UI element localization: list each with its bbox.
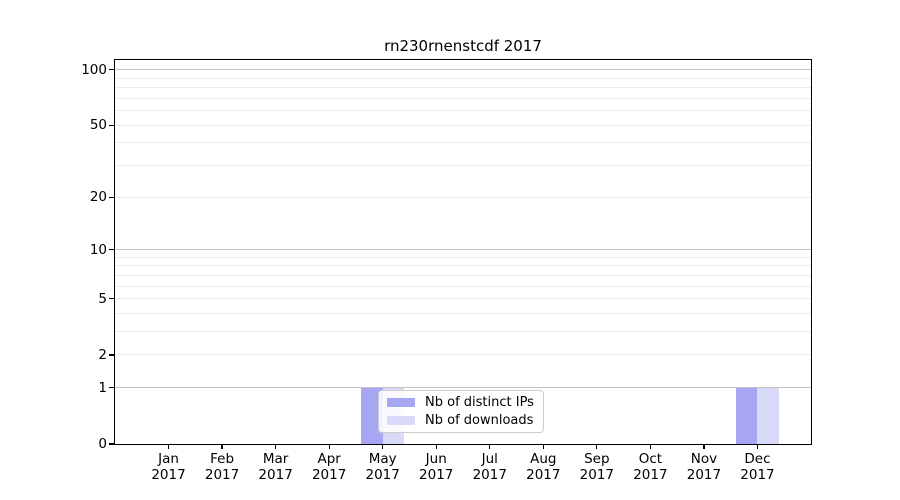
x-tick-label-year: 2017	[151, 467, 186, 483]
y-tick-label: 0	[98, 436, 107, 452]
y-tick-label: 2	[98, 346, 107, 363]
legend-swatch-downloads	[387, 416, 415, 425]
x-tick-label-year: 2017	[311, 467, 347, 483]
x-tick-label: May 2017	[351, 451, 415, 483]
y-tick-label: 50	[89, 117, 107, 134]
x-tick-label: Dec 2017	[725, 451, 789, 483]
legend-label-downloads: Nb of downloads	[425, 413, 534, 428]
legend-swatch-distinct-ips	[387, 398, 415, 407]
x-tick-label-year: 2017	[633, 467, 668, 483]
x-tick-label: Feb 2017	[190, 451, 254, 483]
legend-item-distinct-ips: Nb of distinct IPs	[387, 395, 543, 410]
plot-area	[114, 59, 812, 445]
x-tick-label: Oct 2017	[618, 451, 682, 483]
y-tick-label: 20	[89, 189, 107, 206]
x-tick-label: Jan 2017	[137, 451, 201, 483]
x-tick-label: Aug 2017	[511, 451, 575, 483]
x-tick-label: Nov 2017	[672, 451, 736, 483]
chart-title: rn230rnenstcdf 2017	[384, 37, 542, 55]
x-tick-label-year: 2017	[419, 467, 454, 483]
x-tick-label: Jun 2017	[404, 451, 468, 483]
x-tick-label-year: 2017	[472, 467, 507, 483]
x-tick-label: Mar 2017	[244, 451, 308, 483]
x-tick-label-year: 2017	[258, 467, 293, 483]
x-tick-label-year: 2017	[579, 467, 615, 483]
y-tick-label: 100	[81, 61, 107, 78]
x-tick-label: Sep 2017	[565, 451, 629, 483]
y-tick-label: 5	[98, 290, 107, 307]
legend-label-distinct-ips: Nb of distinct IPs	[425, 395, 534, 410]
x-tick-label-year: 2017	[365, 467, 400, 483]
y-tick-label: 1	[98, 379, 107, 396]
legend: Nb of distinct IPs Nb of downloads	[378, 390, 544, 433]
x-tick-label: Jul 2017	[458, 451, 522, 483]
x-tick-label-year: 2017	[686, 467, 722, 483]
x-tick-label-year: 2017	[740, 467, 775, 483]
legend-item-downloads: Nb of downloads	[387, 413, 543, 428]
x-tick-label-year: 2017	[204, 467, 240, 483]
y-tick-label: 10	[89, 241, 107, 258]
x-tick-label: Apr 2017	[297, 451, 361, 483]
x-tick-label-year: 2017	[526, 467, 561, 483]
